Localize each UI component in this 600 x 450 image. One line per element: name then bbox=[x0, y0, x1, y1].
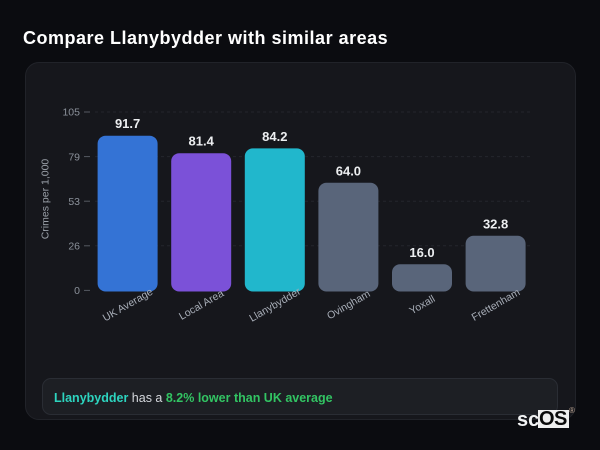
svg-text:Local Area: Local Area bbox=[177, 287, 226, 322]
svg-text:Frettenham: Frettenham bbox=[470, 286, 523, 323]
svg-text:64.0: 64.0 bbox=[336, 163, 361, 178]
svg-text:81.4: 81.4 bbox=[189, 134, 215, 149]
svg-text:105: 105 bbox=[62, 107, 80, 119]
svg-text:16.0: 16.0 bbox=[409, 245, 434, 260]
svg-text:84.2: 84.2 bbox=[262, 129, 287, 144]
svg-text:UK Average: UK Average bbox=[101, 286, 156, 324]
svg-text:Ovingham: Ovingham bbox=[325, 288, 373, 322]
svg-text:26: 26 bbox=[68, 240, 80, 252]
svg-text:Yoxall: Yoxall bbox=[407, 293, 437, 317]
svg-text:0: 0 bbox=[74, 285, 80, 297]
svg-text:91.7: 91.7 bbox=[115, 116, 140, 131]
svg-text:53: 53 bbox=[68, 196, 80, 208]
svg-text:79: 79 bbox=[68, 151, 80, 163]
svg-text:Crimes per 1,000: Crimes per 1,000 bbox=[40, 159, 52, 240]
svg-text:32.8: 32.8 bbox=[483, 216, 508, 231]
